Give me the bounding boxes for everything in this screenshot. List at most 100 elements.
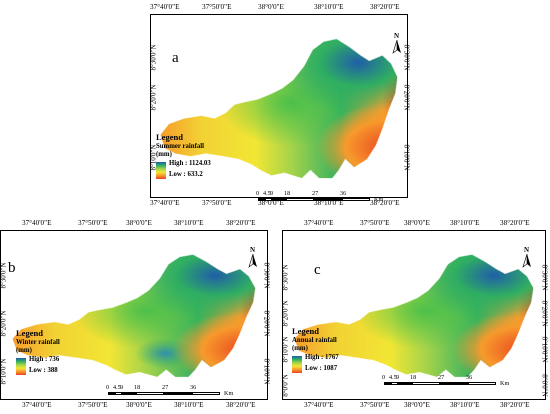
right-latitude-tick: 8°20'0"N (402, 84, 411, 111)
scale-segment (122, 392, 136, 395)
top-longitude-tick: 38°20'0"E (226, 219, 256, 227)
top-longitude-tick: 37°50'0"E (202, 3, 232, 11)
bottom-longitude-tick: 38°0'0"E (258, 199, 284, 207)
left-latitude-tick: 8°0'0"N (281, 374, 290, 397)
right-latitude-tick: 8°30'0"N (262, 262, 271, 289)
legend-low-label: Low : 633.2 (169, 170, 203, 178)
top-longitude-tick: 37°40'0"E (22, 219, 52, 227)
legend-unit: (mm) (292, 345, 308, 353)
scale-segment (265, 198, 272, 201)
scale-segment (398, 382, 412, 385)
left-latitude-tick: 8°20'0"N (149, 84, 158, 111)
scale-segment (468, 382, 496, 385)
right-latitude-tick: 8°10'0"N (402, 144, 411, 171)
legend-title: Legend (156, 132, 183, 142)
panel-b: b 37°40'0"E 37°50'0"E 38°0'0"E 38°10'0"E 38°2… (0, 216, 271, 414)
bottom-longitude-tick: 38°10'0"E (174, 401, 204, 409)
scale-label: 4.5 (389, 374, 397, 381)
north-arrow-icon: N (522, 246, 532, 273)
legend-ramp: High : 736 Low : 388 (16, 356, 60, 376)
scale-segment (115, 392, 122, 395)
panel-label: a (172, 50, 179, 66)
north-label: N (394, 32, 400, 40)
legend: Legend Winter rainfall (mm) High : 736 Low :… (16, 328, 60, 376)
left-latitude-tick: 8°20'0"N (281, 300, 290, 327)
legend-subtitle: Winter rainfall (16, 338, 60, 346)
bottom-longitude-tick: 38°20'0"E (370, 199, 400, 207)
scale-segment (192, 392, 220, 395)
scale-label: 9 (120, 384, 124, 391)
panel-a: a 37°40'0"E 37°50'0"E 38°0'0"E 38°10'0"E 38°2… (150, 0, 420, 210)
bottom-longitude-tick: 37°50'0"E (202, 199, 232, 207)
scale-segment (272, 198, 286, 201)
scale-segment (412, 382, 440, 385)
legend-ramp: High : 1767 Low : 1087 (292, 353, 339, 374)
scale-label: 0 (106, 384, 110, 391)
legend: Legend Summer rainfall (mm) High : 1124.03 L… (156, 132, 211, 180)
scale-label: 9 (270, 190, 274, 197)
north-label: N (524, 246, 530, 254)
scale-label: 0 (256, 190, 260, 197)
panel-label: c (314, 262, 321, 278)
legend-subtitle: Summer rainfall (156, 142, 205, 150)
legend: Legend Annual rainfall (mm) High : 1767 Low … (292, 326, 339, 374)
right-latitude-tick: 8°0'0"N (540, 374, 549, 397)
scale-label: 36 (190, 384, 197, 391)
panel-c: c 37°40'0"E 37°50'0"E 38°0'0"E 38°10'0"E 38°2… (282, 216, 550, 414)
top-longitude-tick: 37°50'0"E (78, 219, 108, 227)
bottom-longitude-tick: 38°20'0"E (500, 401, 530, 409)
scale-unit: Km (500, 380, 510, 387)
bottom-longitude-tick: 37°40'0"E (150, 199, 180, 207)
scale-label: 18 (410, 374, 417, 381)
top-longitude-tick: 37°50'0"E (360, 219, 390, 227)
left-latitude-tick: 8°10'0"N (281, 336, 290, 363)
legend-high-label: High : 1767 (305, 353, 339, 361)
legend-unit: (mm) (156, 151, 172, 159)
scale-segment (440, 382, 468, 385)
scale-label: 36 (340, 190, 347, 197)
legend-color-ramp (156, 161, 166, 179)
legend-unit: (mm) (16, 347, 32, 355)
scale-label: 36 (466, 374, 473, 381)
bottom-longitude-tick: 38°10'0"E (314, 199, 344, 207)
scale-segment (136, 392, 164, 395)
top-longitude-tick: 38°20'0"E (370, 3, 400, 11)
left-latitude-tick: 8°30'0"N (0, 262, 8, 289)
scale-label: 18 (284, 190, 291, 197)
legend-title: Legend (292, 326, 319, 336)
rainfall-map (294, 254, 534, 378)
left-latitude-tick: 8°30'0"N (149, 44, 158, 71)
right-latitude-tick: 8°10'0"N (262, 358, 271, 385)
scale-label: 9 (396, 374, 400, 381)
top-longitude-tick: 38°0'0"E (126, 219, 152, 227)
scale-segment (164, 392, 192, 395)
legend-high-label: High : 1124.03 (169, 159, 211, 167)
right-latitude-tick: 8°20'0"N (540, 300, 549, 327)
legend-color-ramp (16, 357, 26, 375)
bottom-longitude-tick: 37°50'0"E (360, 401, 390, 409)
bottom-longitude-tick: 37°40'0"E (22, 401, 52, 409)
bottom-longitude-tick: 37°50'0"E (78, 401, 108, 409)
right-latitude-tick: 8°30'0"N (402, 44, 411, 71)
top-longitude-tick: 37°40'0"E (150, 3, 180, 11)
scale-segment (258, 198, 265, 201)
legend-low-label: Low : 388 (29, 366, 58, 374)
rainfall-map (160, 38, 398, 179)
bottom-longitude-tick: 38°0'0"E (126, 401, 152, 409)
panel-label: b (8, 260, 16, 276)
north-arrow-icon: N (248, 246, 258, 273)
scale-label: 18 (134, 384, 141, 391)
scale-unit: Km (374, 196, 384, 203)
left-latitude-tick: 8°30'0"N (281, 264, 290, 291)
top-longitude-tick: 38°10'0"E (314, 3, 344, 11)
left-latitude-tick: 8°20'0"N (0, 310, 8, 337)
bottom-longitude-tick: 38°0'0"E (404, 401, 430, 409)
right-latitude-tick: 8°20'0"N (262, 310, 271, 337)
scale-label: 27 (438, 374, 445, 381)
scale-label: 0 (382, 374, 386, 381)
bottom-longitude-tick: 38°20'0"E (226, 401, 256, 409)
left-latitude-tick: 8°10'0"N (0, 358, 8, 385)
top-longitude-tick: 37°40'0"E (304, 219, 334, 227)
scale-unit: Km (224, 390, 234, 397)
top-longitude-tick: 38°0'0"E (404, 219, 430, 227)
